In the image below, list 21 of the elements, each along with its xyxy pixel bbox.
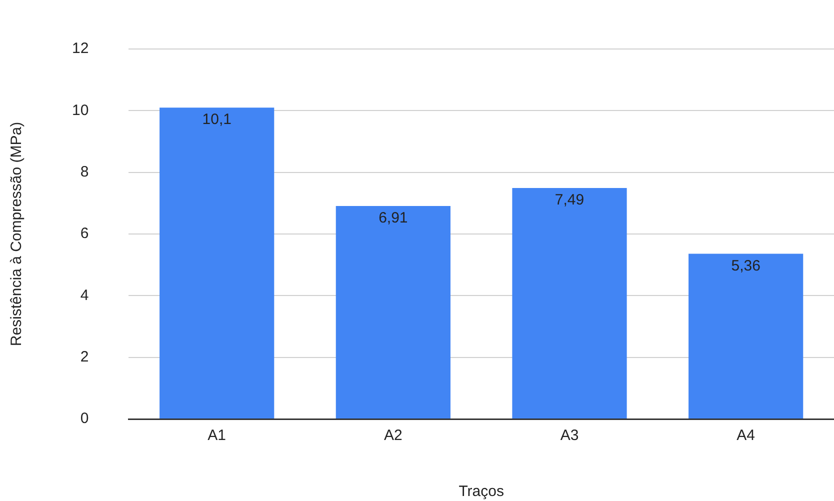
y-tick-label: 6 xyxy=(80,225,89,242)
y-tick-label: 12 xyxy=(72,40,89,58)
bar xyxy=(336,206,450,418)
data-label: 5,36 xyxy=(731,257,760,274)
bar xyxy=(512,188,627,418)
y-tick-label: 8 xyxy=(80,163,89,180)
x-tick-label: A2 xyxy=(384,427,402,444)
y-tick-label: 10 xyxy=(72,102,89,119)
y-axis-title: Resistência à Compressão (MPa) xyxy=(8,122,26,346)
data-label: 6,91 xyxy=(378,210,408,227)
y-tick-label: 4 xyxy=(80,286,89,304)
x-tick-label: A4 xyxy=(736,427,756,444)
data-label: 10,1 xyxy=(202,111,232,128)
x-tick-label: A3 xyxy=(560,427,579,444)
bar xyxy=(688,254,804,418)
bar xyxy=(160,108,274,418)
x-tick-label: A1 xyxy=(208,427,226,444)
y-tick-label: 2 xyxy=(80,348,89,366)
y-tick-label: 0 xyxy=(80,410,89,428)
data-label: 7,49 xyxy=(554,192,584,209)
x-axis-title: Traços xyxy=(458,483,504,500)
